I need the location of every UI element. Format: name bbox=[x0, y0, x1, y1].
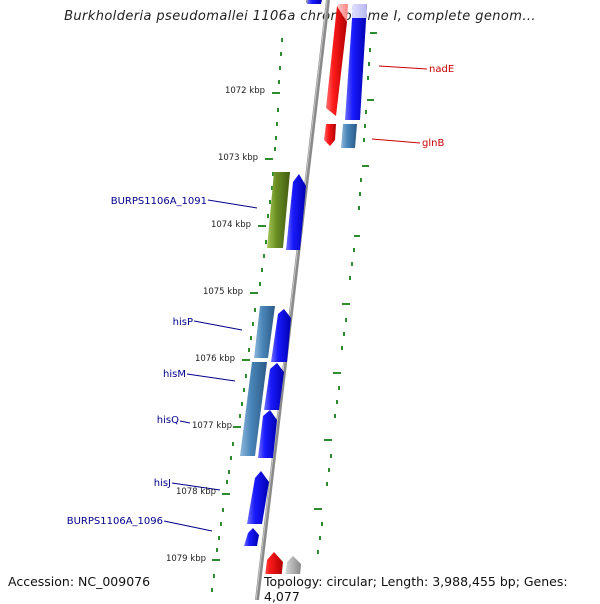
gene-arrow-red-upper bbox=[326, 6, 347, 116]
gene-arrow-pale-cap bbox=[352, 4, 367, 18]
gene-arrow-steel-hisP bbox=[254, 306, 275, 358]
gene-arrow-red-lower bbox=[324, 124, 336, 146]
kbp-label: 1073 kbp bbox=[218, 153, 258, 163]
gene-arrow-blue-hisP bbox=[271, 309, 291, 362]
kbp-label: 1074 kbp bbox=[211, 220, 251, 230]
right-dotted-ruler bbox=[314, 32, 377, 554]
gene-label-hism[interactable]: hisM bbox=[163, 369, 186, 380]
gene-arrow-steel-glnB bbox=[341, 124, 357, 148]
kbp-label: 1072 kbp bbox=[225, 86, 265, 96]
label-leader-lines bbox=[163, 65, 428, 532]
gene-arrow-pink-cap bbox=[337, 4, 348, 22]
gene-arrow-blue-hisM bbox=[264, 363, 284, 410]
gene-label-nade[interactable]: nadE bbox=[429, 64, 454, 75]
gene-label-hisq[interactable]: hisQ bbox=[157, 415, 179, 426]
gene-arrow-blue-hisJ bbox=[247, 471, 269, 524]
left-gene-labels: BURPS1106A_1091 hisP hisM hisQ hisJ BURP… bbox=[67, 196, 207, 527]
right-gene-labels: nadE glnB bbox=[422, 64, 454, 149]
gene-label-hisp[interactable]: hisP bbox=[173, 317, 193, 328]
gene-arrow-top-blue bbox=[307, 0, 322, 4]
kbp-labels: 1072 kbp 1073 kbp 1074 kbp 1075 kbp 1076… bbox=[166, 86, 265, 564]
kbp-label: 1079 kbp bbox=[166, 554, 206, 564]
genome-info-text: Topology: circular; Length: 3,988,455 bp… bbox=[262, 574, 600, 604]
map-title: Burkholderia pseudomallei 1106a chromoso… bbox=[64, 9, 536, 24]
gene-arrow-blue-1092 bbox=[286, 174, 306, 250]
gene-label-hisj[interactable]: hisJ bbox=[154, 478, 171, 489]
kbp-label: 1077 kbp bbox=[192, 421, 232, 431]
gene-arrow-blue-1096 bbox=[244, 528, 259, 546]
kbp-label: 1078 kbp bbox=[176, 487, 216, 497]
gene-label-glnb[interactable]: glnB bbox=[422, 138, 444, 149]
accession-text: Accession: NC_009076 bbox=[8, 574, 151, 589]
kbp-label: 1075 kbp bbox=[203, 287, 243, 297]
gene-arrow-steel-hisMQ bbox=[240, 362, 267, 456]
kbp-label: 1076 kbp bbox=[195, 354, 235, 364]
gene-arrow-blue-hisQ bbox=[258, 410, 277, 458]
gene-label-burps1106a-1096[interactable]: BURPS1106A_1096 bbox=[67, 516, 163, 527]
kbp-major-ticks bbox=[212, 92, 280, 561]
left-dotted-ruler bbox=[211, 38, 283, 592]
gene-arrow-blue-nadE bbox=[345, 4, 367, 120]
gene-label-burps1106a-1091[interactable]: BURPS1106A_1091 bbox=[111, 196, 207, 207]
chromosome-backbone-highlight bbox=[255, 0, 328, 600]
gene-arrow-olive-1091 bbox=[267, 172, 290, 248]
chromosome-backbone bbox=[255, 0, 330, 600]
